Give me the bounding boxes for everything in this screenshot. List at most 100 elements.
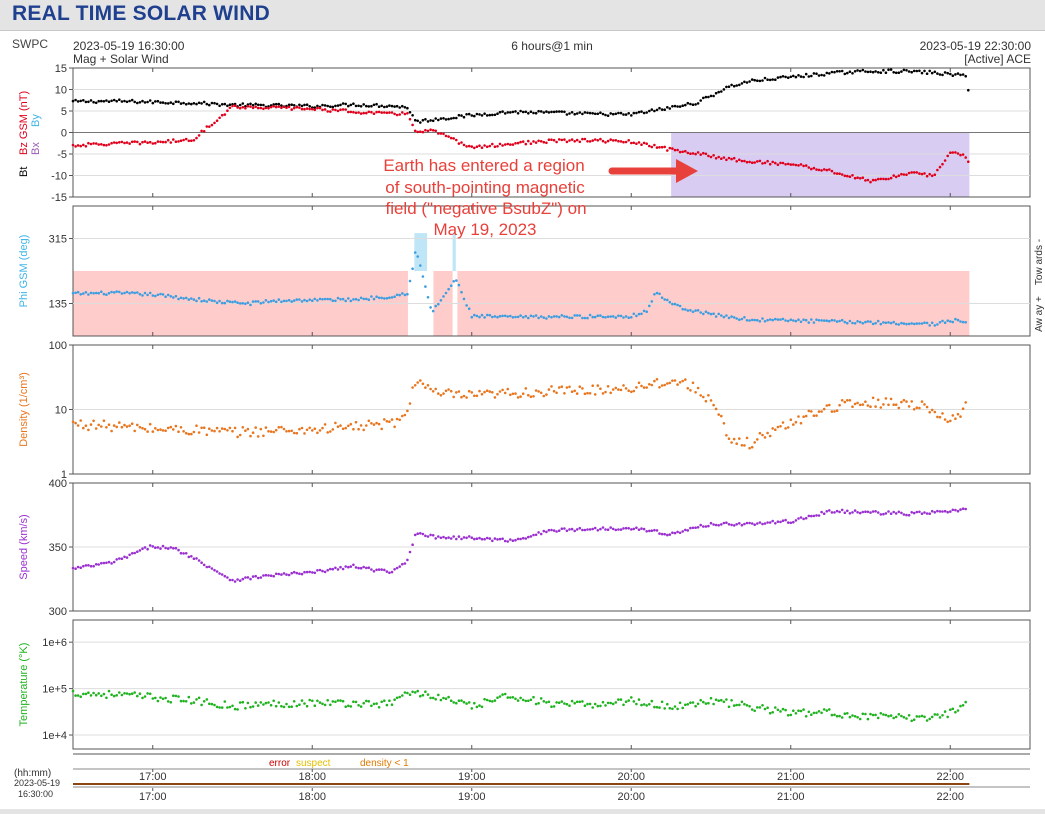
data-point-bt (794, 75, 798, 79)
data-point-temperature (843, 712, 847, 715)
data-point-speed (570, 527, 574, 531)
data-point-phi-gsm (249, 303, 252, 307)
data-point-density (82, 426, 85, 430)
time-tick-label-top: 22:00 (936, 771, 964, 783)
data-point-speed (444, 536, 448, 540)
data-point-bt (534, 111, 538, 115)
data-point-bt (256, 103, 260, 107)
data-point-bz-gsm (619, 140, 623, 143)
ylabel-2: Density (1/cm³) (18, 372, 30, 447)
data-point-phi-gsm (262, 301, 265, 304)
data-point-bz-gsm (89, 142, 93, 146)
data-point-phi-gsm (786, 319, 790, 323)
data-point-speed (581, 528, 584, 532)
data-point-density (105, 426, 108, 429)
data-point-phi-gsm (416, 255, 420, 258)
data-point-speed (290, 571, 294, 575)
data-point-density (267, 430, 270, 433)
data-point-speed (182, 552, 185, 555)
data-point-density (115, 425, 118, 429)
data-point-speed (900, 511, 903, 515)
data-point-phi-gsm (501, 314, 504, 318)
data-point-density (177, 430, 180, 434)
data-point-bz-gsm (241, 105, 245, 109)
data-point-temperature (959, 704, 962, 708)
data-point-density (246, 427, 250, 431)
data-point-temperature (115, 694, 118, 697)
data-point-bt (161, 101, 165, 104)
data-point-temperature (550, 705, 553, 708)
data-point-bz-gsm (817, 168, 821, 172)
data-point-bz-gsm (94, 142, 98, 145)
data-point-speed (336, 568, 340, 571)
data-point-temperature (642, 703, 646, 706)
data-point-bt (887, 68, 890, 72)
data-point-bz-gsm (470, 145, 474, 148)
data-point-phi-gsm (537, 316, 540, 320)
data-point-bt (143, 101, 147, 104)
data-point-bz-gsm (370, 110, 373, 114)
data-point-speed (720, 523, 723, 526)
data-point-bt (357, 104, 360, 108)
data-point-bt (727, 85, 731, 88)
data-point-temperature (92, 691, 95, 695)
data-point-density (936, 415, 939, 419)
data-point-speed (285, 573, 288, 576)
data-point-temperature (442, 696, 445, 700)
data-point-bz-gsm (712, 154, 715, 157)
data-point-phi-gsm (187, 298, 191, 301)
time-tick-label-bottom: 21:00 (777, 791, 805, 803)
data-point-bt (434, 117, 438, 120)
data-point-phi-gsm (648, 304, 651, 308)
data-point-phi-gsm (694, 309, 697, 312)
data-point-speed (452, 535, 456, 538)
data-point-density (166, 426, 170, 430)
data-point-phi-gsm (866, 320, 870, 323)
ylabel-bt: Bt (18, 167, 30, 177)
data-point-density (238, 433, 242, 437)
data-point-phi-gsm (925, 321, 929, 325)
data-point-speed (694, 526, 697, 529)
data-point-phi-gsm (241, 302, 245, 305)
data-point-phi-gsm (467, 307, 471, 311)
data-point-phi-gsm (470, 315, 474, 319)
data-point-speed (89, 564, 93, 568)
data-point-temperature (732, 704, 736, 707)
data-point-bz-gsm (604, 141, 607, 144)
data-point-bz-gsm (658, 146, 661, 149)
data-point-temperature (714, 698, 718, 701)
data-point-temperature (784, 708, 787, 712)
data-point-temperature (300, 699, 304, 702)
data-point-temperature (725, 698, 728, 701)
data-point-speed (159, 547, 162, 550)
data-point-density (439, 394, 443, 397)
data-point-bz-gsm (696, 151, 700, 154)
data-point-speed (264, 573, 268, 577)
data-point-phi-gsm (118, 290, 121, 294)
data-point-speed (645, 530, 648, 533)
data-point-speed (534, 533, 538, 537)
data-point-bz-gsm (187, 139, 191, 143)
data-point-phi-gsm (84, 291, 88, 294)
data-point-density (478, 389, 481, 393)
data-point-temperature (856, 716, 859, 719)
data-point-bt (192, 102, 196, 105)
data-point-density (545, 393, 548, 396)
data-point-phi-gsm (455, 279, 458, 282)
data-point-temperature (493, 699, 497, 702)
data-point-density (241, 426, 245, 429)
data-point-temperature (244, 707, 247, 710)
data-point-density (491, 391, 494, 394)
data-point-temperature (876, 716, 880, 720)
data-point-bt (694, 103, 697, 106)
data-point-density (743, 444, 746, 447)
data-point-speed (676, 530, 679, 534)
data-point-bt (828, 72, 831, 75)
data-point-bz-gsm (599, 137, 602, 141)
data-point-bt (452, 116, 456, 120)
data-point-bt (429, 119, 432, 122)
data-point-phi-gsm (681, 307, 684, 311)
data-point-bt (563, 110, 566, 114)
data-point-temperature (321, 702, 324, 706)
data-point-temperature (797, 709, 800, 712)
